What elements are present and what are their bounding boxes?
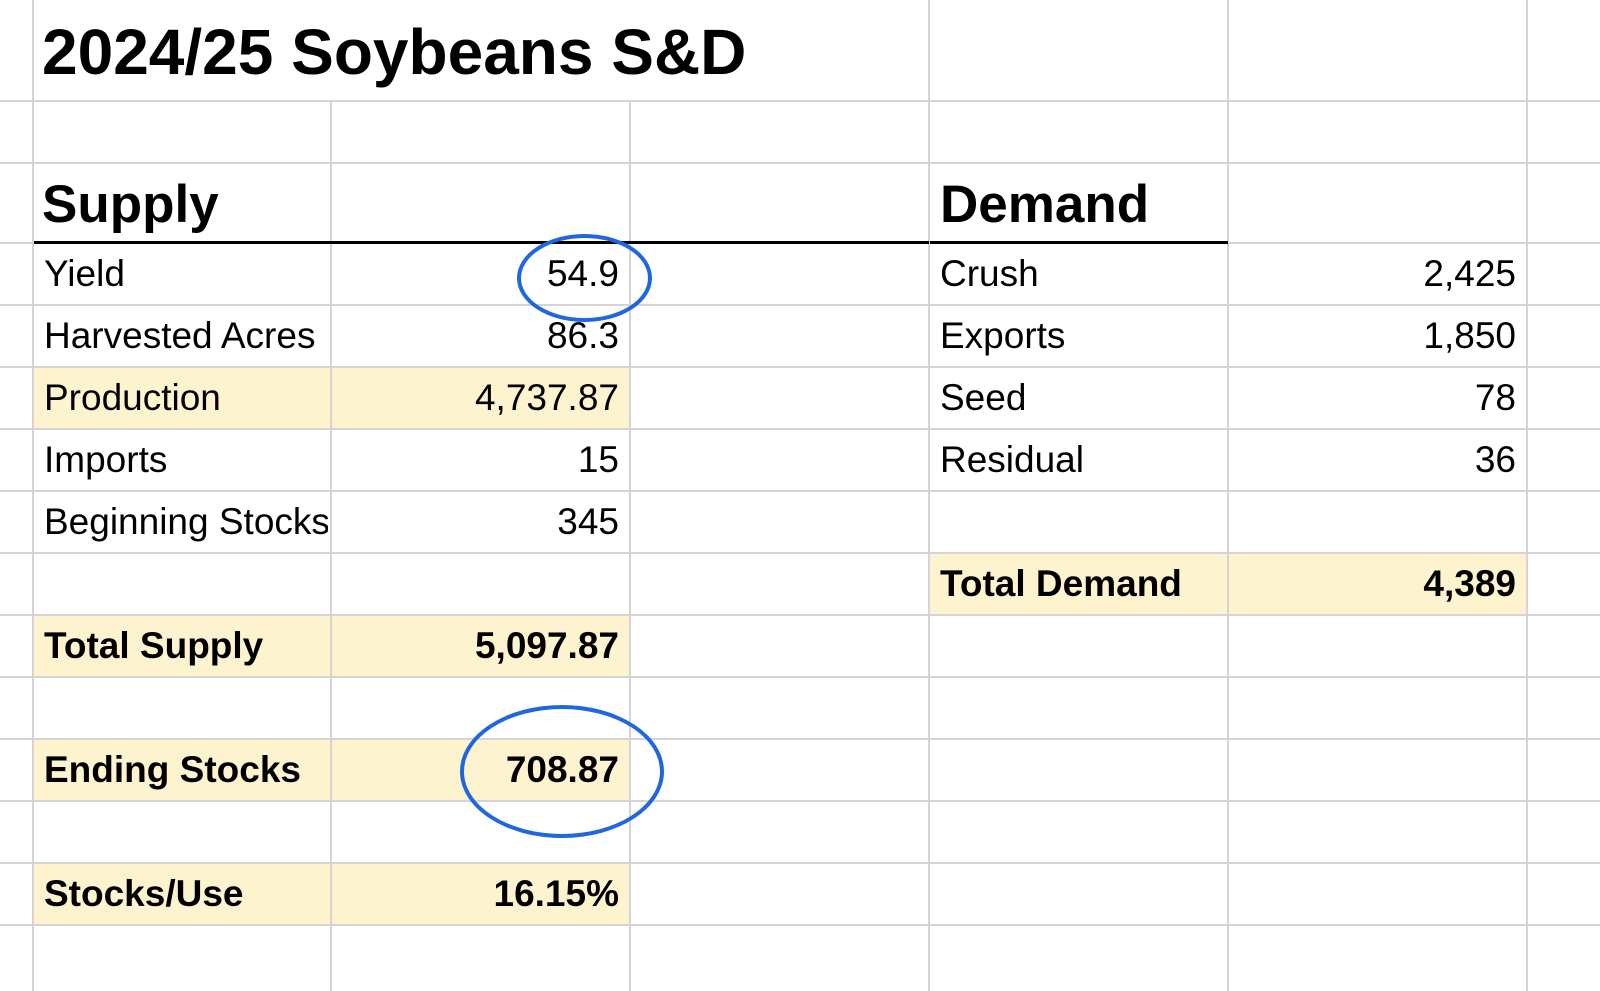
gridline-row bbox=[0, 428, 1600, 430]
gridline-col bbox=[629, 100, 631, 991]
exports-value[interactable]: 1,850 bbox=[1423, 315, 1516, 356]
production-value[interactable]: 4,737.87 bbox=[474, 377, 619, 418]
gridline-col bbox=[330, 100, 332, 991]
beginning-stocks-value[interactable]: 345 bbox=[557, 501, 619, 542]
sheet-title[interactable]: 2024/25 Soybeans S&D bbox=[42, 16, 747, 88]
gridline-row bbox=[0, 614, 1600, 616]
stocks-use-value[interactable]: 16.15% bbox=[493, 873, 620, 914]
gridline-row bbox=[0, 552, 1600, 554]
ending-stocks-row-fill bbox=[34, 740, 630, 800]
imports-value[interactable]: 15 bbox=[577, 439, 619, 480]
yield-value[interactable]: 54.9 bbox=[546, 253, 619, 294]
exports-label[interactable]: Exports bbox=[940, 315, 1066, 356]
crush-value[interactable]: 2,425 bbox=[1423, 253, 1516, 294]
production-label[interactable]: Production bbox=[44, 377, 221, 418]
crush-label[interactable]: Crush bbox=[940, 253, 1039, 294]
total-supply-value[interactable]: 5,097.87 bbox=[474, 625, 619, 666]
gridline-row bbox=[0, 304, 1600, 306]
seed-label[interactable]: Seed bbox=[940, 377, 1027, 418]
gridline-col bbox=[928, 0, 930, 991]
supply-header-underline bbox=[34, 241, 929, 244]
gridline-row bbox=[0, 924, 1600, 926]
stocks-use-label[interactable]: Stocks/Use bbox=[44, 873, 244, 914]
gridline-col bbox=[32, 0, 34, 991]
total-demand-label[interactable]: Total Demand bbox=[940, 563, 1182, 604]
ending-stocks-label[interactable]: Ending Stocks bbox=[44, 749, 301, 790]
residual-label[interactable]: Residual bbox=[940, 439, 1084, 480]
seed-value[interactable]: 78 bbox=[1474, 377, 1516, 418]
stocks-use-row-fill bbox=[34, 864, 630, 924]
harvested-acres-value[interactable]: 86.3 bbox=[546, 315, 619, 356]
demand-header[interactable]: Demand bbox=[940, 174, 1150, 234]
gridline-col bbox=[1227, 0, 1229, 991]
yield-label[interactable]: Yield bbox=[44, 253, 125, 294]
total-supply-label[interactable]: Total Supply bbox=[44, 625, 264, 666]
production-row-fill bbox=[34, 368, 630, 428]
ending-stocks-value[interactable]: 708.87 bbox=[505, 749, 619, 790]
gridline-row bbox=[0, 862, 1600, 864]
gridline-col bbox=[1526, 0, 1528, 991]
residual-value[interactable]: 36 bbox=[1474, 439, 1516, 480]
gridline-row bbox=[0, 490, 1600, 492]
imports-label[interactable]: Imports bbox=[44, 439, 168, 480]
beginning-stocks-label[interactable]: Beginning Stocks bbox=[44, 501, 328, 542]
gridline-row bbox=[0, 676, 1600, 678]
supply-header[interactable]: Supply bbox=[42, 174, 219, 234]
total-supply-row-fill bbox=[34, 616, 630, 676]
gridline-row bbox=[0, 162, 1600, 164]
demand-header-underline bbox=[930, 241, 1228, 244]
gridline-row bbox=[0, 100, 1600, 102]
gridline-row bbox=[0, 738, 1600, 740]
total-demand-value[interactable]: 4,389 bbox=[1423, 563, 1516, 604]
gridline-row bbox=[0, 366, 1600, 368]
harvested-acres-label[interactable]: Harvested Acres bbox=[44, 315, 316, 356]
gridline-row bbox=[0, 800, 1600, 802]
